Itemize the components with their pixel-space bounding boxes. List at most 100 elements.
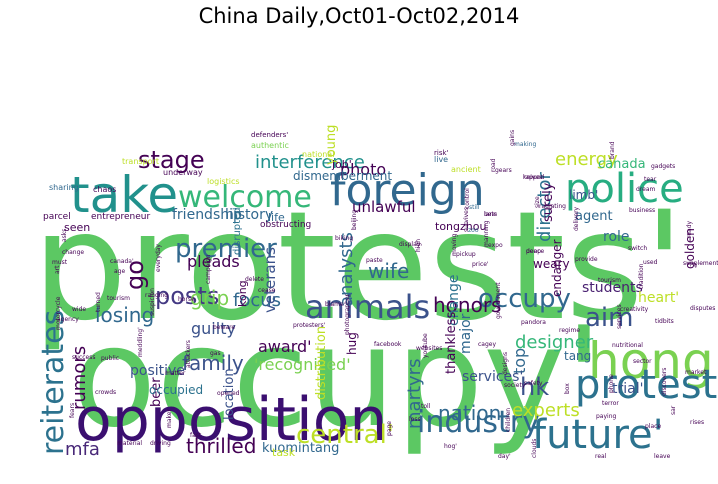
word-attackers: attackers bbox=[185, 340, 192, 368]
word-designs: designs bbox=[502, 352, 509, 375]
word-martyrs: martyrs bbox=[404, 359, 425, 429]
word-turned: turned bbox=[95, 292, 102, 312]
word-director: director bbox=[534, 172, 555, 242]
word-losing: losing bbox=[95, 303, 154, 327]
word-public: public bbox=[101, 355, 119, 362]
word-authentic: authentic bbox=[251, 141, 289, 150]
word-hog: hog' bbox=[444, 443, 457, 450]
word-sar: sar bbox=[670, 405, 677, 415]
word-young: young bbox=[324, 125, 339, 165]
word-making: making bbox=[514, 141, 536, 148]
word-opposition: opposition bbox=[75, 385, 387, 455]
word-hk: hk bbox=[520, 373, 549, 401]
word-place: place bbox=[645, 423, 661, 430]
word-dismemberment: dismemberment bbox=[293, 169, 392, 183]
word-discovers: discovers bbox=[661, 368, 668, 396]
word-deep: deep bbox=[526, 248, 541, 255]
word-students: students bbox=[582, 280, 643, 296]
word-golden: golden bbox=[683, 228, 697, 269]
word-award: award' bbox=[258, 337, 312, 356]
word-market: market bbox=[685, 369, 707, 376]
word-unlawful: unlawful bbox=[352, 198, 416, 216]
word-dream: dream bbox=[636, 186, 656, 193]
word-beer: beer bbox=[149, 377, 164, 407]
word-maker: maker bbox=[166, 409, 173, 428]
word-sector: sector bbox=[633, 358, 652, 365]
word-thankless: thankless bbox=[444, 312, 459, 374]
word-occupy: occupy bbox=[478, 284, 571, 314]
word-material: material bbox=[117, 440, 142, 447]
word-tourism: tourism bbox=[107, 295, 130, 302]
word-switch: switch bbox=[628, 245, 647, 252]
word-cease: cease bbox=[258, 287, 276, 294]
word-aim: aim bbox=[585, 303, 633, 333]
word-reiterates: reiterates bbox=[36, 310, 71, 455]
word-hug: hug bbox=[345, 332, 359, 355]
word-agent: agent bbox=[575, 209, 613, 224]
word-cagey: cagey bbox=[478, 341, 496, 348]
word-services: services bbox=[616, 304, 623, 329]
word-nutritional: nutritional bbox=[612, 342, 643, 349]
word-occupy: occupy' bbox=[72, 297, 603, 458]
word-manning: manning bbox=[483, 220, 490, 247]
word-agency: agency bbox=[57, 316, 79, 323]
word-mfa: mfa bbox=[65, 439, 100, 460]
word-protesters: protesters' bbox=[293, 322, 326, 329]
word-pandora: pandora bbox=[521, 319, 546, 326]
word-real: real bbox=[595, 453, 607, 460]
word-major: major bbox=[458, 313, 474, 354]
word-thrilled: thrilled bbox=[186, 434, 256, 458]
word-surely: surely bbox=[541, 182, 556, 222]
word-central: central' bbox=[296, 420, 394, 450]
word-wide: wide bbox=[72, 306, 86, 313]
word-delete: delete bbox=[245, 276, 264, 283]
word-leave: leave bbox=[654, 453, 671, 460]
word-opened: opened bbox=[217, 390, 240, 397]
word-canada: canada bbox=[598, 157, 646, 172]
word-business: business bbox=[629, 207, 655, 214]
word-obstructing: obstructing bbox=[260, 220, 311, 230]
word-recognized: 'recognized' bbox=[254, 355, 351, 374]
word-lane: lane bbox=[484, 211, 497, 218]
word-supplements: supplements bbox=[683, 260, 718, 267]
word-fast: fast bbox=[190, 432, 202, 439]
word-beijing: beijing bbox=[351, 210, 358, 230]
word-still: still bbox=[469, 204, 480, 211]
word-box: box bbox=[564, 383, 571, 394]
word-tidbits: tidbits bbox=[655, 318, 674, 325]
word-kuomintang: kuomintang bbox=[262, 441, 339, 456]
word-kong: kong bbox=[236, 280, 249, 307]
word-ready: ready bbox=[686, 220, 693, 238]
word-wife: wife bbox=[368, 259, 409, 283]
word-entrepreneur: entrepreneur bbox=[91, 212, 151, 222]
word-industry: industry bbox=[417, 405, 540, 440]
word-tradition: tradition bbox=[638, 263, 645, 289]
word-change: change bbox=[446, 274, 462, 326]
word-brand: brand bbox=[609, 141, 616, 159]
word-knives: knives bbox=[523, 174, 542, 181]
word-analysts: analysts bbox=[336, 232, 357, 307]
word-nation: nation bbox=[438, 401, 501, 425]
word-youtube: youtube bbox=[422, 333, 429, 358]
word-role: role bbox=[603, 229, 630, 245]
word-asks: asks bbox=[61, 229, 68, 242]
word-survives: survives bbox=[463, 207, 470, 232]
word-success: success bbox=[72, 354, 95, 361]
word-fears: fears bbox=[69, 403, 76, 418]
word-family: family bbox=[182, 351, 244, 375]
word-safety: safety bbox=[524, 380, 543, 387]
word-risk: risk' bbox=[434, 149, 449, 157]
word-high: high bbox=[415, 239, 422, 252]
word-clouds: clouds bbox=[531, 439, 538, 458]
word-toll: toll bbox=[421, 403, 431, 410]
word-history: history bbox=[225, 207, 273, 223]
word-honors: honors bbox=[433, 293, 501, 317]
word-distribution: distribution bbox=[314, 326, 329, 400]
word-children: children bbox=[505, 408, 512, 432]
word-transport: transport bbox=[122, 157, 159, 166]
word-gains: gains bbox=[509, 130, 516, 146]
word-pickup: pickup bbox=[456, 251, 476, 258]
word-heart: heart' bbox=[638, 290, 679, 306]
word-display: display bbox=[399, 241, 421, 248]
word-seen: seen bbox=[64, 221, 90, 234]
